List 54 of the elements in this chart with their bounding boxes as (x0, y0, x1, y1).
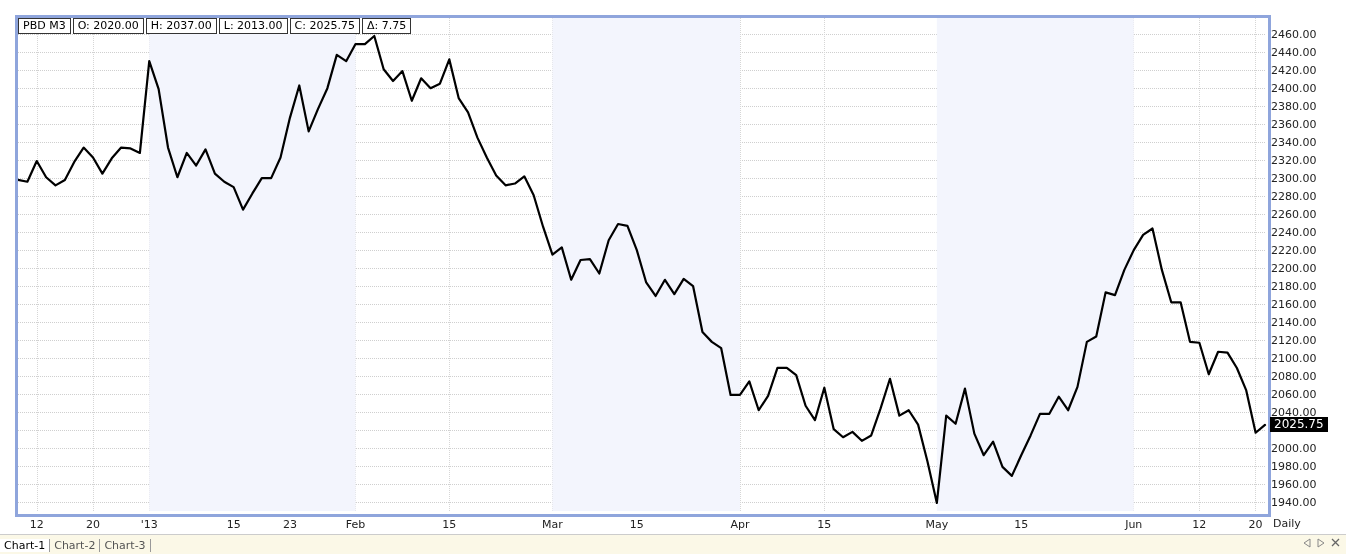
y-tick-label: 2260.00 (1271, 207, 1317, 221)
x-tick-label: 15 (629, 518, 644, 531)
y-tick-label: 2240.00 (1271, 225, 1317, 239)
y-tick-label: 2200.00 (1271, 261, 1317, 275)
x-tick-label: 15 (817, 518, 832, 531)
annotation: C: 2025.75 (289, 18, 360, 34)
x-tick-label: 20 (1248, 518, 1263, 531)
text: Chart-2 (50, 538, 101, 552)
x-tick-label: May (925, 518, 949, 531)
y-tick-label: 2360.00 (1271, 117, 1317, 131)
x-tick-label: Mar (542, 518, 564, 531)
y-tick-label: 2220.00 (1271, 243, 1317, 257)
annotation: PBD M3 (18, 18, 71, 34)
x-tick-label: 15 (226, 518, 241, 531)
y-tick-label: 1980.00 (1271, 459, 1317, 473)
y-tick-label: 2440.00 (1271, 45, 1317, 59)
x-tick-label: 15 (1014, 518, 1029, 531)
x-tick-label: '13 (140, 518, 158, 531)
y-tick-label: 2100.00 (1271, 351, 1317, 365)
text: 2025.75 (1270, 416, 1328, 432)
y-tick-label: 2280.00 (1271, 189, 1317, 203)
x-tick-label: Feb (345, 518, 366, 531)
y-tick-label: 2180.00 (1271, 279, 1317, 293)
annotation: L: 2013.00 (218, 18, 288, 34)
x-tick-label: 15 (442, 518, 457, 531)
y-tick-label: 2380.00 (1271, 99, 1317, 113)
x-tick-label: 23 (282, 518, 297, 531)
y-tick-label: 2420.00 (1271, 63, 1317, 77)
y-tick-label: 2080.00 (1271, 369, 1317, 383)
annotation: H: 2037.00 (145, 18, 217, 34)
y-tick-label: 2140.00 (1271, 315, 1317, 329)
x-tick-label: 12 (29, 518, 44, 531)
y-tick-label: 1940.00 (1271, 495, 1317, 509)
y-tick-label: 2120.00 (1271, 333, 1317, 347)
text: Daily (1273, 517, 1301, 530)
x-tick-label: Jun (1124, 518, 1143, 531)
annotation: O: 2020.00 (72, 18, 144, 34)
x-tick-label: 12 (1192, 518, 1207, 531)
y-tick-label: 1960.00 (1271, 477, 1317, 491)
x-tick-label: Apr (730, 518, 750, 531)
y-tick-label: 2340.00 (1271, 135, 1317, 149)
text: Chart-1 (0, 538, 51, 552)
y-tick-label: 2320.00 (1271, 153, 1317, 167)
annotation: Δ: 7.75 (361, 18, 412, 34)
y-tick-label: 2460.00 (1271, 27, 1317, 41)
x-tick-label: 20 (86, 518, 101, 531)
y-tick-label: 2000.00 (1271, 441, 1317, 455)
y-tick-label: 2400.00 (1271, 81, 1317, 95)
y-tick-label: 2300.00 (1271, 171, 1317, 185)
line-series (16, 34, 1267, 504)
y-tick-label: 2040.00 (1271, 405, 1317, 419)
text: Chart-3 (100, 538, 151, 552)
y-tick-label: 2060.00 (1271, 387, 1317, 401)
y-tick-label: 2160.00 (1271, 297, 1317, 311)
